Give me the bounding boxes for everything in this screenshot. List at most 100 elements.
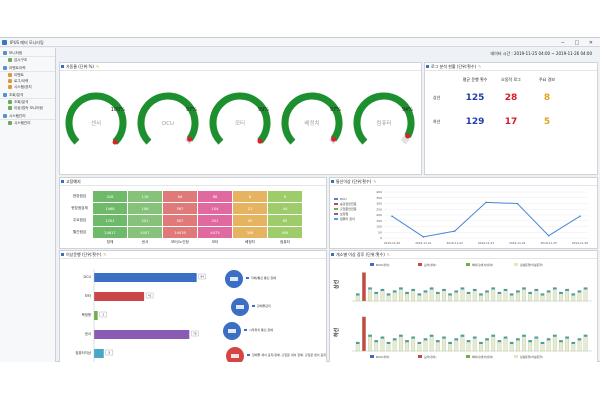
door-bar-cap bbox=[503, 336, 508, 339]
door-bar bbox=[534, 336, 539, 352]
log-value: 28 bbox=[504, 93, 518, 103]
app-icon bbox=[2, 40, 7, 45]
door-bar-cap bbox=[466, 340, 471, 343]
y-tick-label: 0 bbox=[380, 236, 382, 240]
fault-cell: 14476 bbox=[162, 226, 198, 239]
sidebar-item[interactable]: 로그/이력 bbox=[0, 78, 55, 84]
x-tick-label: 2019-11-23 bbox=[478, 241, 494, 245]
panel-title: 통신이상 (단위:횟수) ✎ bbox=[330, 178, 597, 186]
door-bar bbox=[398, 287, 403, 302]
fault-cell: 8 bbox=[232, 190, 268, 203]
fault-panel: 고장예지 현장점검 428 116 64 86 8 8 현장점검제 1468 106 567 104 2… bbox=[59, 177, 327, 249]
fault-cell: 201 bbox=[127, 214, 163, 227]
page-background bbox=[0, 362, 600, 400]
fault-cell: 85 bbox=[267, 214, 303, 227]
bar-label: 모터 bbox=[85, 293, 91, 298]
door-bar-cap bbox=[466, 292, 471, 294]
y-tick-label: 200 bbox=[376, 213, 382, 217]
door-bar-cap bbox=[386, 342, 391, 344]
legend-swatch bbox=[370, 263, 374, 266]
legend-swatch bbox=[334, 198, 338, 200]
door-bar-cap bbox=[368, 334, 372, 337]
gauge-name: 모터 bbox=[235, 119, 245, 127]
app-window: IPUS 메터 모니터링 − □ ✕ 모니터링 감시구조 이벤트이력 이벤트 로… bbox=[0, 37, 600, 369]
door-bar-cap bbox=[516, 338, 520, 341]
door-bar-cap bbox=[497, 292, 502, 294]
door-bar-cap bbox=[534, 336, 539, 339]
gauge-marker bbox=[187, 136, 193, 142]
gauge-marker bbox=[257, 138, 263, 144]
door-bar-cap bbox=[577, 338, 582, 341]
sidebar-group-system[interactable]: 시스템관리 bbox=[0, 111, 55, 120]
edit-icon[interactable]: ✎ bbox=[373, 179, 377, 184]
anomaly-bar-chart: DCU 84 모터 41 복정형 3 센서 78 컴퓨터이상 8 자체/통신 통신 장애장애물감지시… bbox=[75, 269, 333, 369]
fault-cell: 4473 bbox=[197, 226, 233, 239]
fault-cell: 45 bbox=[232, 214, 268, 227]
sidebar-item[interactable]: 시스템관리 bbox=[0, 120, 55, 126]
y-tick-label: 350 bbox=[376, 196, 382, 200]
door-bar-cap bbox=[559, 340, 563, 343]
circle-legend-label: 장애물감지 bbox=[257, 303, 271, 308]
sidebar-item[interactable]: 감시구조 bbox=[0, 57, 55, 63]
anomaly-panel: 이상운행 (단위:횟수) ✎ DCU 84 모터 41 복정형 3 센서 78 컴퓨터이상 8 자체/… bbox=[59, 250, 333, 369]
edit-icon[interactable]: ✎ bbox=[386, 252, 391, 257]
gauge-fill bbox=[65, 92, 127, 145]
series-line-dcu bbox=[391, 201, 581, 238]
window-controls[interactable]: − □ ✕ bbox=[560, 40, 597, 46]
bar-value-box bbox=[145, 292, 154, 299]
sidebar-item[interactable]: 시스템/장치 bbox=[0, 84, 55, 90]
fault-cell: 1201 bbox=[92, 214, 128, 227]
fault-cell: 86 bbox=[197, 190, 233, 203]
circle-badge bbox=[231, 354, 239, 358]
sidebar-item[interactable]: 조회/분석 bbox=[0, 99, 55, 105]
legend-swatch bbox=[514, 355, 518, 358]
door-bar-cap bbox=[553, 334, 557, 337]
door-bar-cap bbox=[503, 289, 508, 291]
gauge-name: 배정치 bbox=[304, 119, 319, 127]
log-row-down: 하선 129 17 5 bbox=[433, 117, 565, 127]
folder-icon bbox=[3, 114, 7, 118]
gauge-fill bbox=[209, 92, 271, 145]
door-bar-cap bbox=[392, 338, 397, 341]
door-bar-cap bbox=[522, 287, 526, 290]
log-table-header: 평균 운행 횟수 오동작 로그 주요 경보 bbox=[462, 77, 555, 82]
fault-column-label: 베정치 bbox=[232, 238, 268, 247]
edit-icon[interactable]: ✎ bbox=[478, 64, 482, 69]
anomaly-bar bbox=[94, 330, 190, 339]
fault-column-label: 모터/노인정 bbox=[162, 238, 198, 247]
edit-icon[interactable]: ✎ bbox=[103, 252, 107, 257]
door-bar-cap bbox=[583, 287, 588, 290]
door-bar bbox=[398, 334, 403, 352]
door-bar-cap bbox=[571, 342, 576, 344]
circle-legend-label: 자체/통신 통신 장애 bbox=[251, 275, 276, 280]
sidebar-item[interactable]: 이벤트 bbox=[0, 72, 55, 78]
door-bar bbox=[522, 334, 526, 352]
anomaly-bar bbox=[94, 273, 197, 282]
door-bar-cap bbox=[528, 292, 532, 294]
legend-label: 베이지/센서(센서) bbox=[472, 263, 493, 267]
edit-icon[interactable]: ✎ bbox=[95, 64, 100, 69]
fault-row-label: 현장점검제 bbox=[66, 202, 93, 215]
gauge-value-label: 97% bbox=[330, 107, 341, 113]
gauge-value-label: 100% bbox=[111, 107, 126, 113]
log-value: 17 bbox=[504, 117, 518, 127]
sidebar-group-analysis[interactable]: 조회/분석 bbox=[0, 90, 55, 99]
door-bar-cap bbox=[571, 293, 576, 296]
door-bar bbox=[423, 338, 428, 352]
fault-cell: 106 bbox=[127, 202, 163, 215]
door-bar bbox=[565, 336, 570, 352]
door-bar-cap bbox=[485, 338, 489, 341]
sidebar-group-events[interactable]: 이벤트이력 bbox=[0, 63, 55, 72]
sidebar-group-monitoring[interactable]: 모니터링 bbox=[0, 48, 55, 57]
door-bar-cap bbox=[448, 342, 452, 344]
fault-row-label: 현장점검 bbox=[66, 190, 93, 203]
door-bar bbox=[380, 336, 385, 352]
sidebar-item[interactable]: 이상/접속 모니터링 bbox=[0, 105, 55, 111]
door-bar-cap bbox=[392, 290, 397, 293]
circle-legend-label: 장애물 세서 감지/장애, 출입문 세서 장애, 출입문 센서 감지/장애 bbox=[252, 352, 326, 357]
door-bar bbox=[368, 287, 372, 302]
door-bar bbox=[472, 336, 477, 352]
legend-label: 정상운행(이상운행) bbox=[520, 263, 543, 267]
door-bar-cap bbox=[417, 342, 422, 344]
circle-legend-swatch bbox=[246, 277, 249, 279]
